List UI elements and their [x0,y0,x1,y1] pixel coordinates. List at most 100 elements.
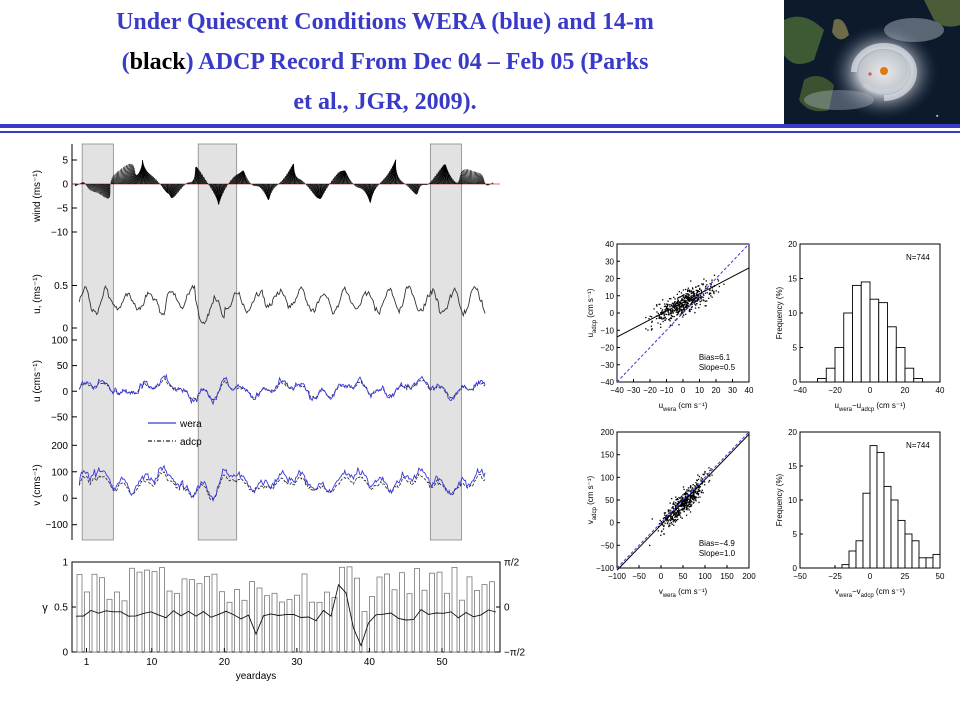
scatter-point [679,309,681,311]
ytick-label: 100 [601,473,615,482]
scatter-point [673,501,675,503]
scatter-point [686,489,688,491]
wind-stick [96,183,99,194]
scatter-point [677,303,679,305]
xlabel: vwera (cm s⁻¹) [659,587,708,599]
title-line-2: (black) ADCP Record From Dec 04 – Feb 05… [0,42,770,82]
scatter-point [685,293,687,295]
coherence-bar [369,596,375,653]
wind-stick [482,180,485,185]
scatter-point [681,505,683,507]
scatter-point [670,305,673,307]
scatter-point [695,300,697,302]
scatter-point [663,514,666,516]
scatter-point [693,495,695,498]
scatter-point [657,530,659,532]
wind-stick [234,173,239,185]
wind-stick [366,183,370,200]
wind-stick [220,183,224,199]
scatter-point [660,521,662,523]
coherence-bar [219,591,225,653]
u-panel: 100 50 0 −50 u (cms⁻¹) [32,336,77,423]
scatter-point [671,515,673,518]
scatter-point [669,305,671,308]
xtick-label: 20 [219,657,231,668]
scatter-point [691,306,693,308]
ytick-label: −5 [57,204,69,215]
wind-stick [198,169,204,185]
coherence-bar [331,597,338,653]
scatter-point [695,490,697,492]
scatter-point [692,292,695,294]
wind-stick [132,174,137,185]
scatter-point [697,290,699,292]
coherence-bar [144,569,150,653]
scatter-point [675,514,677,516]
wind-stick [135,173,139,185]
ylabel: Frequency (%) [775,473,784,526]
scatter-point [678,513,680,515]
scatter-point [653,308,655,310]
wind-stick [333,173,339,185]
xtick-label: 1 [84,657,90,668]
wind-stick [298,178,301,185]
scatter-point [682,316,684,318]
scatter-point [713,292,715,295]
wind-stick [474,172,478,185]
hist-bar [913,378,923,383]
scatter-point [679,296,681,298]
scatter-point [704,470,706,473]
scatter-point [660,534,662,537]
wind-stick [126,165,134,185]
scatter-point [664,512,666,514]
scatter-point [689,505,691,508]
scatter-point [699,490,701,492]
coherence-bar [151,571,158,653]
scatter-point [689,502,692,504]
scatter-point [709,289,711,292]
wind-stick [282,175,286,185]
wind-stick [335,171,341,185]
wind-stick [272,183,275,190]
wind-stick [81,182,83,185]
scatter-point [689,504,692,506]
bias-annotation: Bias=−4.9 [699,539,736,548]
xtick-label: −25 [828,572,842,581]
wind-stick [108,183,111,190]
wind-stick [212,183,217,197]
ytick-label: 0 [62,324,68,335]
title-black-word: black [129,49,186,75]
scatter-point [677,502,679,505]
event-band-3 [429,143,462,541]
scatter-point [681,498,683,500]
wind-stick [407,183,410,189]
scatter-point [683,488,685,491]
scatter-point [691,494,693,497]
wind-stick [180,183,184,189]
scatter-point [700,298,702,300]
scatter-point [693,292,696,295]
scatter-point [723,283,725,285]
wind-stick [143,164,148,185]
scatter-point [679,302,681,304]
scatter-point [673,503,675,505]
wind-stick [149,173,154,185]
scatter-point [651,328,653,330]
wind-stick [339,170,343,185]
scatter-point [701,483,703,485]
scatter-point [691,488,693,490]
ytick-label: −20 [600,344,614,353]
wind-stick [357,183,360,188]
hist-bar [852,284,862,383]
ytick-label: 20 [788,240,797,249]
wind-stick [284,171,290,185]
scatter-point [686,502,688,504]
ytick-label: 0 [610,309,615,318]
scatter-point [686,297,688,299]
scatter-point [685,295,687,297]
scatter-point [685,496,687,498]
scatter-point [663,315,665,317]
wind-stick [332,176,336,185]
scatter-point [717,278,719,280]
scatter-point [662,517,665,520]
